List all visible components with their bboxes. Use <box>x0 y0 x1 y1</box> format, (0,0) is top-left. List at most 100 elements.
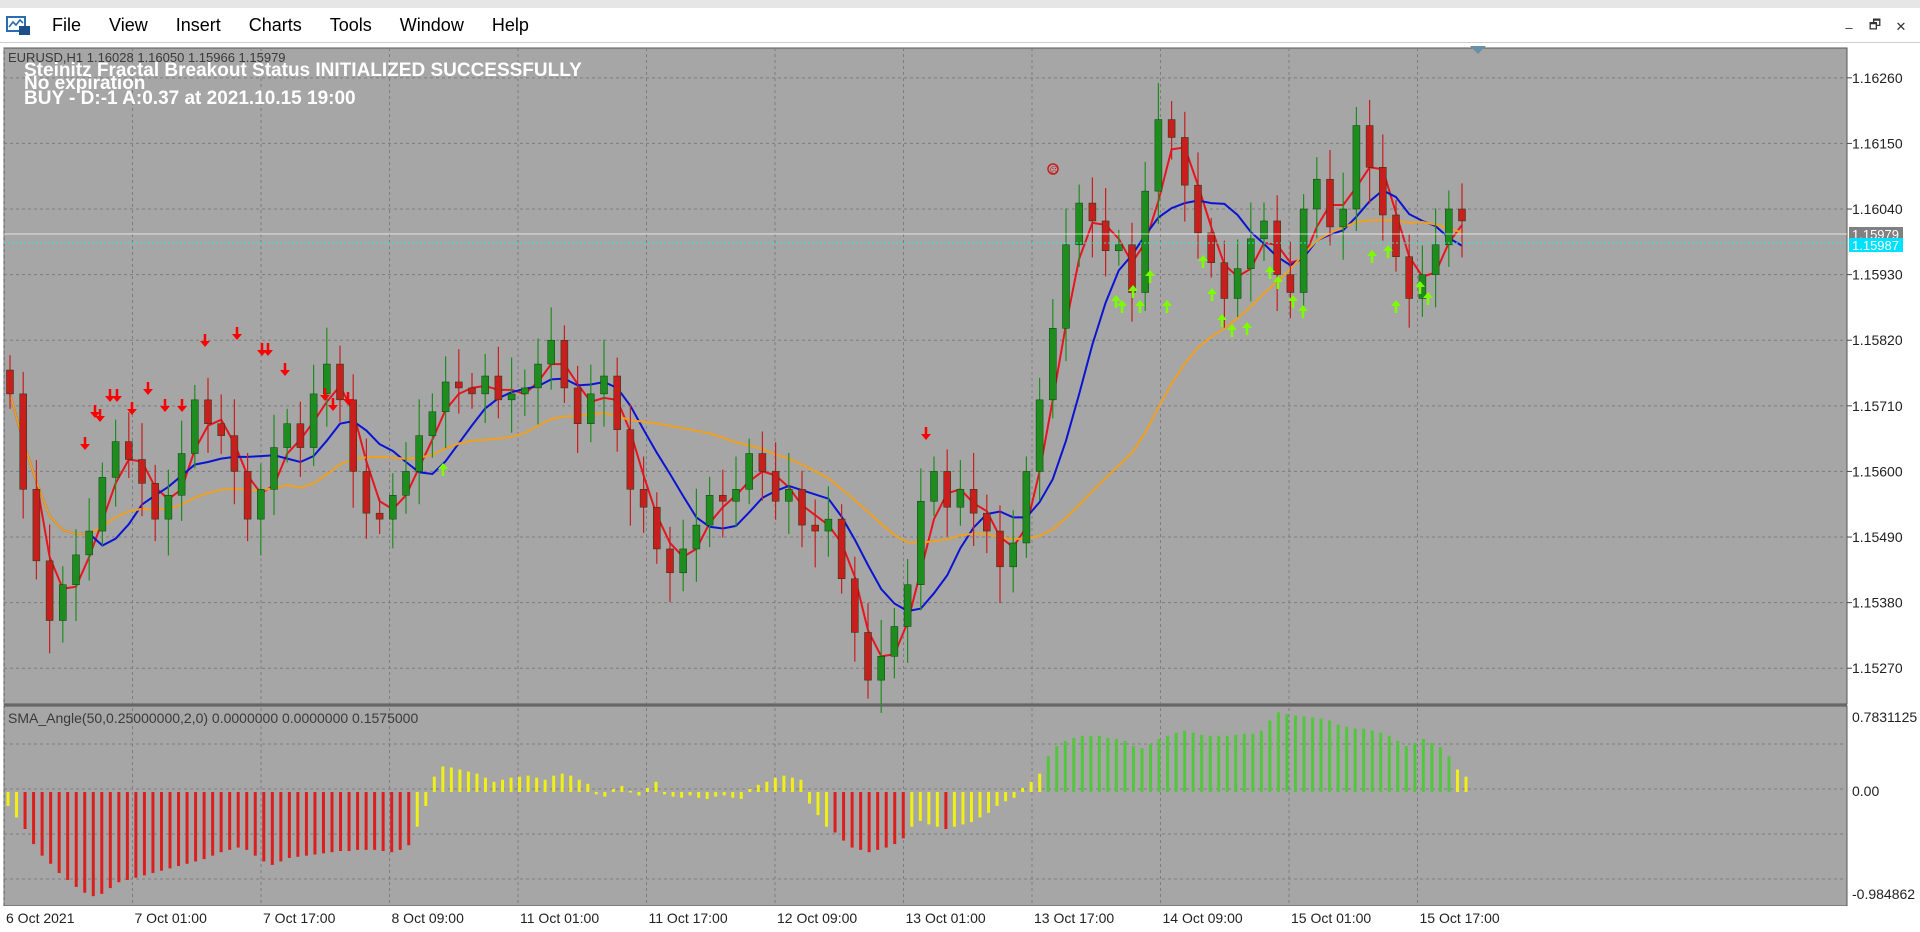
time-axis-labels: 6 Oct 2021 7 Oct 01:00 7 Oct 17:00 8 Oct 09… <box>6 910 1500 926</box>
buy-arrow-icon <box>1145 270 1155 283</box>
price-axis-label: 1.16040 <box>1852 201 1903 217</box>
chart-shift-marker-icon[interactable] <box>1470 46 1486 54</box>
histogram-bar <box>509 777 513 792</box>
histogram-bar <box>279 792 283 862</box>
histogram-bar <box>884 792 888 848</box>
histogram-bar <box>339 792 343 852</box>
histogram-bar <box>1259 730 1263 792</box>
candle-body <box>560 339 569 389</box>
histogram-bar <box>1080 735 1084 792</box>
histogram-bar <box>1140 748 1144 792</box>
menu-file[interactable]: File <box>52 15 82 35</box>
candle-body <box>32 489 41 562</box>
candle-body <box>547 339 555 365</box>
buy-arrow-head <box>1145 270 1155 276</box>
histogram-bar <box>381 792 385 852</box>
candle-body <box>1128 244 1136 293</box>
candle-body <box>151 483 159 520</box>
candle-body <box>1101 220 1110 252</box>
buy-arrow-head <box>1135 300 1145 306</box>
main-chart-panel[interactable] <box>3 47 1848 705</box>
histogram-bar <box>1268 720 1272 792</box>
candle-body <box>1062 244 1070 329</box>
menu-charts[interactable]: Charts <box>248 15 302 35</box>
candle-body <box>1273 220 1281 275</box>
candle-body <box>1286 274 1295 293</box>
buy-arrow-icon <box>1391 300 1401 313</box>
histogram-bar <box>697 792 701 798</box>
minimize-icon[interactable]: – <box>1845 19 1853 35</box>
histogram-bar <box>560 773 564 792</box>
histogram-bar <box>518 776 522 792</box>
buy-arrow-icon <box>1217 314 1227 327</box>
candle-body <box>785 489 793 502</box>
candle-body <box>191 399 199 454</box>
buy-arrow-head <box>1162 300 1172 306</box>
histogram-bar <box>1455 769 1459 792</box>
histogram-bar <box>756 784 760 792</box>
sell-arrow-head <box>95 416 105 422</box>
histogram-bar <box>501 779 505 792</box>
histogram-bar <box>49 792 53 864</box>
histogram-bar <box>108 792 112 889</box>
price-axis[interactable] <box>1848 48 1920 908</box>
indicator-panel[interactable] <box>3 705 1848 907</box>
histogram-bar <box>611 788 615 792</box>
candle-body <box>336 363 344 401</box>
ask-price-tag <box>1849 238 1903 252</box>
histogram-bar <box>859 792 863 850</box>
histogram-bar <box>714 792 718 797</box>
sell-arrow-icon <box>160 399 170 412</box>
candle-body <box>1458 208 1466 222</box>
candle-body <box>111 441 120 478</box>
menu-insert[interactable]: Insert <box>175 15 221 35</box>
indicator-label: SMA_Angle(50,0.25000000,2,0) 0.0000000 0… <box>8 710 418 726</box>
restore-icon[interactable]: 🗗 <box>1868 17 1882 32</box>
candle-body <box>98 477 107 532</box>
candle-body <box>824 518 833 532</box>
histogram-bar <box>739 792 743 799</box>
histogram-bar <box>1149 743 1153 792</box>
time-axis-label: 15 Oct 01:00 <box>1291 910 1371 926</box>
candle-body <box>402 471 410 496</box>
candle-body <box>1313 178 1321 210</box>
menu-help[interactable]: Help <box>491 15 529 35</box>
sell-arrow-icon <box>90 405 100 418</box>
buy-arrow-icon <box>1207 288 1217 301</box>
histogram-bar <box>185 792 189 864</box>
histogram-bar <box>944 792 948 830</box>
histogram-bar <box>270 792 274 865</box>
sell-arrow-head <box>320 395 330 401</box>
candle-body <box>230 435 239 472</box>
candle-body <box>956 489 965 508</box>
menu-window[interactable]: Window <box>399 15 464 35</box>
candle-body <box>666 548 674 574</box>
sell-arrow-icon <box>127 402 137 415</box>
chart-window[interactable]: 1.16260 1.16150 1.16040 1.15930 1.15820 1.157… <box>0 44 1920 932</box>
close-icon[interactable]: ✕ <box>1895 19 1907 34</box>
buy-arrow-head <box>1111 295 1121 301</box>
histogram-bar <box>407 792 411 846</box>
candle-body <box>270 447 278 490</box>
indicator-axis-bottom: -0.984862 <box>1852 886 1915 902</box>
price-chart[interactable]: 1.16260 1.16150 1.16040 1.15930 1.15820 1.157… <box>0 44 1920 932</box>
histogram-bar <box>492 781 496 792</box>
price-axis-label: 1.15490 <box>1852 529 1903 545</box>
app-logo-icon[interactable] <box>4 13 32 37</box>
menu-tools[interactable]: Tools <box>329 15 372 35</box>
candle-body <box>903 584 912 627</box>
menu-view[interactable]: View <box>109 15 148 35</box>
candle-body <box>811 524 819 532</box>
sell-arrow-head <box>263 350 273 356</box>
buy-arrow-icon <box>1298 305 1308 318</box>
candle-body <box>719 495 727 502</box>
histogram-bar <box>807 792 811 804</box>
buy-arrow-head <box>1207 288 1217 294</box>
time-axis-label: 8 Oct 09:00 <box>392 910 465 926</box>
buy-arrow-icon <box>1367 250 1377 263</box>
time-axis[interactable] <box>0 906 1920 932</box>
histogram-bar <box>313 792 317 855</box>
candle-body <box>996 530 1004 568</box>
histogram-bar <box>731 792 735 798</box>
histogram-bar <box>577 779 581 792</box>
